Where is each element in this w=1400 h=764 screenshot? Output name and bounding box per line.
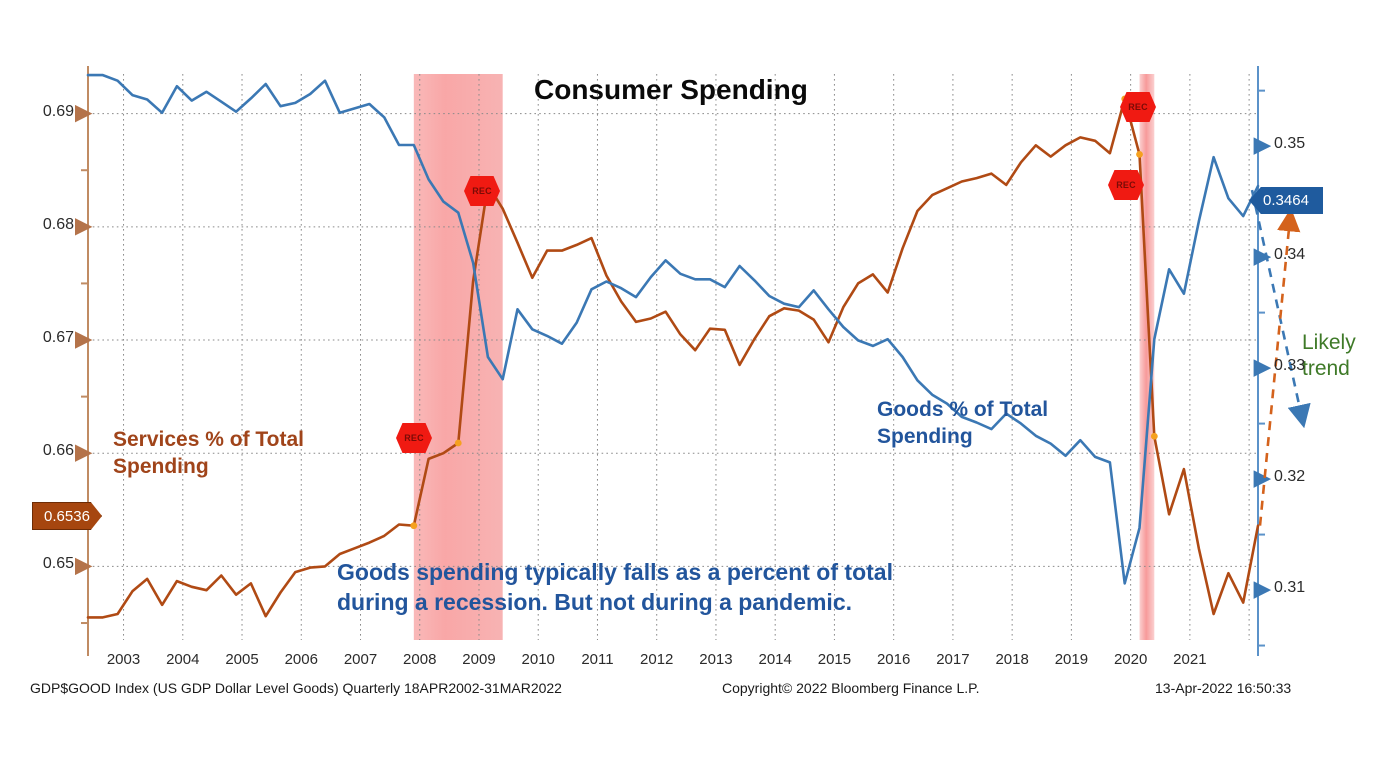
series-marker-point	[454, 439, 462, 447]
series-label-services: Services % of Total Spending	[113, 427, 304, 481]
x-axis-tick-label: 2015	[817, 651, 852, 668]
right-axis-tick-label: 0.34	[1274, 246, 1306, 264]
x-axis-tick-label: 2019	[1054, 651, 1089, 668]
recession-marker: REC	[1108, 170, 1144, 200]
x-axis-tick-label: 2012	[640, 651, 674, 668]
right-axis-value-tag-text: 0.3464	[1263, 192, 1309, 209]
right-axis-tick-label: 0.31	[1274, 579, 1306, 597]
x-axis-tick-label: 2007	[343, 651, 378, 668]
x-axis-tick-label: 2005	[225, 651, 259, 668]
x-axis-tick-label: 2017	[936, 651, 970, 668]
recession-marker: REC	[1120, 92, 1156, 122]
x-axis-tick-label: 2013	[699, 651, 733, 668]
series-marker-point	[1150, 432, 1158, 440]
series-label-services-line1: Services % of Total	[113, 428, 305, 451]
left-axis-tick-label: 0.69	[42, 102, 74, 120]
x-axis-tick-label: 2016	[876, 651, 911, 668]
likely-trend-annotation: Likely trend	[1302, 330, 1356, 381]
recession-marker: REC	[396, 423, 432, 453]
x-axis-tick-label: 2020	[1113, 651, 1148, 668]
footer-timestamp: 13-Apr-2022 16:50:33	[1155, 680, 1292, 696]
chart-caption-line2: during a recession. But not during a pan…	[337, 588, 853, 615]
right-axis-value-tag: 0.3464	[1249, 187, 1323, 214]
chart-title: Consumer Spending	[534, 74, 808, 105]
x-axis-tick-label: 2014	[758, 651, 792, 668]
x-axis-tick-label: 2021	[1173, 651, 1207, 668]
recession-marker: REC	[464, 176, 500, 206]
chart-caption: Goods spending typically falls as a perc…	[337, 558, 893, 618]
x-axis-tick-label: 2018	[995, 651, 1029, 668]
left-axis-tick-label: 0.67	[42, 329, 74, 347]
left-axis-value-tag-text: 0.6536	[44, 507, 90, 525]
footer-index-description: GDP$GOOD Index (US GDP Dollar Level Good…	[30, 680, 562, 696]
series-label-goods-line1: Goods % of Total	[877, 398, 1049, 421]
series-line-goods	[86, 73, 1260, 585]
x-axis-tick-label: 2010	[521, 651, 555, 668]
left-axis-tick-label: 0.66	[42, 442, 74, 460]
series-label-goods: Goods % of Total Spending	[877, 397, 1048, 451]
right-axis-tick-label: 0.35	[1274, 135, 1306, 153]
x-axis-tick-label: 2011	[581, 651, 614, 668]
footer-copyright: Copyright© 2022 Bloomberg Finance L.P.	[722, 680, 980, 696]
x-axis-tick-label: 2006	[284, 651, 318, 668]
series-marker-point	[410, 522, 418, 530]
right-axis-tick-label: 0.33	[1274, 357, 1306, 375]
x-axis-tick-label: 2009	[462, 651, 496, 668]
series-line-services	[86, 97, 1260, 619]
right-axis-tick-label: 0.32	[1274, 468, 1306, 486]
left-axis-value-tag: 0.6536	[32, 502, 102, 530]
series-marker-point	[1136, 150, 1143, 158]
series-label-services-line2: Spending	[113, 454, 209, 478]
x-axis-tick-label: 2004	[166, 651, 200, 668]
forecast-arrow-goods	[1250, 189, 1311, 429]
likely-trend-line2: trend	[1302, 356, 1350, 380]
likely-trend-line1: Likely	[1302, 331, 1356, 354]
left-axis-tick-label: 0.65	[42, 555, 74, 573]
x-axis-tick-label: 2003	[106, 651, 141, 668]
forecast-arrow-services	[1258, 207, 1301, 526]
x-axis-tick-label: 2008	[403, 651, 437, 668]
chart-caption-line1: Goods spending typically falls as a perc…	[337, 559, 893, 585]
series-label-goods-line2: Spending	[877, 424, 973, 448]
left-axis-tick-label: 0.68	[42, 215, 74, 233]
